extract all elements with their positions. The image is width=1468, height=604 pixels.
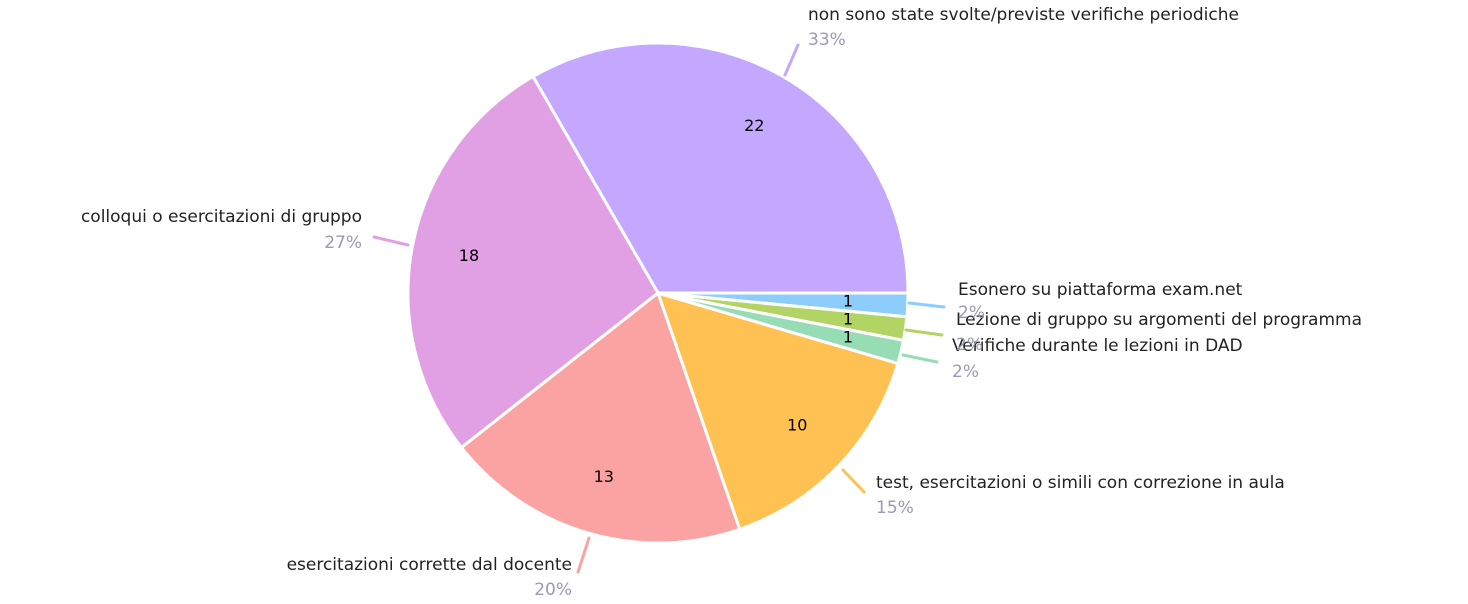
slice-name: colloqui o esercitazioni di gruppo xyxy=(81,207,362,227)
pie-slice xyxy=(655,290,900,532)
pie-slice xyxy=(530,41,910,295)
value-label: 22 xyxy=(744,116,764,135)
leader-line xyxy=(576,536,591,574)
slice-percent: 2% xyxy=(952,362,979,382)
slice-name: non sono state svolte/previste verifiche… xyxy=(808,5,1239,25)
leader-line xyxy=(372,235,410,247)
pie-slice xyxy=(459,290,742,545)
value-label: 18 xyxy=(459,246,479,265)
leader-line xyxy=(907,301,946,309)
slice-percent: 15% xyxy=(876,498,914,518)
slice-percent: 27% xyxy=(324,233,362,253)
value-label: 1 xyxy=(843,292,853,311)
value-label: 1 xyxy=(843,327,853,346)
slice-percent: 20% xyxy=(534,580,572,600)
slice-percent: 2% xyxy=(958,303,985,323)
pie-slice xyxy=(406,74,660,450)
slice-name: Lezione di gruppo su argomenti del progr… xyxy=(956,310,1362,330)
slice-name: test, esercitazioni o simili con correzi… xyxy=(876,473,1285,493)
value-label: 13 xyxy=(594,467,614,486)
pie-slice xyxy=(657,291,910,319)
slice-percent: 2% xyxy=(956,335,983,355)
value-label: 10 xyxy=(787,415,807,434)
leader-line xyxy=(783,43,800,77)
slice-name: Esonero su piattaforma exam.net xyxy=(958,280,1243,300)
leader-line xyxy=(904,328,944,337)
leader-line xyxy=(901,353,939,364)
value-label: 1 xyxy=(843,310,853,329)
slice-name: esercitazioni corrette dal docente xyxy=(287,555,572,575)
slice-percent: 33% xyxy=(808,30,846,50)
slice-name: Verifiche durante le lezioni in DAD xyxy=(952,336,1243,356)
leader-line xyxy=(841,468,866,494)
